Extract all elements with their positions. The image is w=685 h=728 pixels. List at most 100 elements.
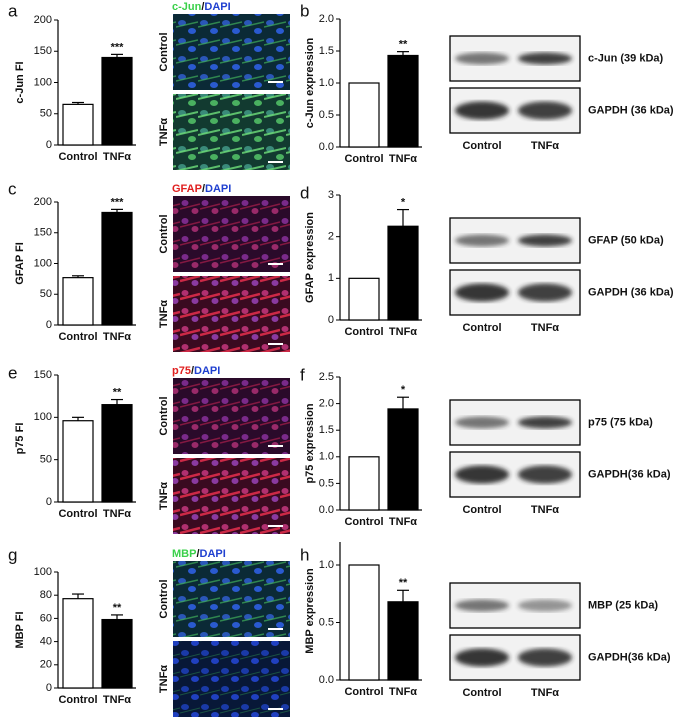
panel-letter: a bbox=[8, 1, 18, 20]
blot-band bbox=[455, 101, 509, 120]
stain-sep: / bbox=[201, 1, 204, 13]
y-tick-label: 0 bbox=[46, 319, 52, 331]
bar bbox=[348, 82, 380, 148]
x-tick-label: Control bbox=[344, 153, 383, 165]
image-label: TNFα bbox=[158, 300, 170, 328]
bar bbox=[348, 456, 380, 511]
band-label: GAPDH(36 kDa) bbox=[588, 468, 671, 480]
panel-letter: h bbox=[300, 545, 309, 564]
y-tick-label: 1.5 bbox=[319, 45, 334, 57]
error-bar bbox=[397, 396, 409, 409]
blot-band bbox=[455, 648, 509, 667]
x-tick-label: Control bbox=[58, 151, 97, 163]
y-tick-label: 0.5 bbox=[319, 616, 334, 628]
micrograph bbox=[173, 276, 290, 352]
bar bbox=[62, 420, 94, 503]
blot-band bbox=[518, 648, 572, 667]
y-axis-label: p75 FI bbox=[14, 423, 26, 455]
panel-letter: e bbox=[8, 363, 17, 382]
error-bar bbox=[397, 589, 409, 602]
x-tick-label: TNFα bbox=[103, 508, 131, 520]
x-tick-label: TNFα bbox=[389, 686, 417, 698]
x-tick-label: Control bbox=[344, 326, 383, 338]
micrograph bbox=[173, 641, 290, 717]
y-tick-label: 2.0 bbox=[319, 13, 334, 25]
stain-marker: p75 bbox=[172, 365, 191, 377]
stain-nuclear: DAPI bbox=[200, 548, 226, 560]
band-label: GAPDH (36 kDa) bbox=[588, 286, 674, 298]
bar bbox=[387, 601, 419, 681]
significance: * bbox=[401, 384, 406, 396]
blot-band bbox=[518, 599, 572, 612]
x-tick-label: TNFα bbox=[103, 331, 131, 343]
micrograph bbox=[173, 378, 290, 454]
image-label: Control bbox=[158, 214, 170, 253]
error-bar bbox=[72, 593, 84, 599]
bar bbox=[387, 408, 419, 511]
y-tick-label: 1.0 bbox=[319, 77, 334, 89]
y-tick-label: 100 bbox=[34, 411, 52, 423]
band-label: c-Jun (39 kDa) bbox=[588, 52, 664, 64]
y-tick-label: 0.5 bbox=[319, 477, 334, 489]
y-axis-label: MBP FI bbox=[14, 611, 26, 648]
bar bbox=[348, 277, 380, 321]
stain-nuclear: DAPI bbox=[205, 183, 231, 195]
stain-nuclear: DAPI bbox=[194, 365, 220, 377]
error-bar bbox=[397, 51, 409, 56]
y-tick-label: 3 bbox=[328, 189, 334, 201]
lane-label: Control bbox=[462, 504, 501, 516]
error-bar bbox=[111, 398, 123, 405]
y-tick-label: 20 bbox=[40, 659, 52, 671]
error-bar bbox=[72, 416, 84, 421]
lane-label: Control bbox=[462, 322, 501, 334]
bar bbox=[348, 564, 380, 681]
band-label: p75 (75 kDa) bbox=[588, 416, 653, 428]
y-tick-label: 50 bbox=[40, 288, 52, 300]
x-tick-label: Control bbox=[58, 508, 97, 520]
panel-letter: c bbox=[8, 179, 17, 198]
micrograph bbox=[173, 561, 290, 637]
y-tick-label: 50 bbox=[40, 108, 52, 120]
lane-label: TNFα bbox=[531, 504, 559, 516]
image-label: TNFα bbox=[158, 482, 170, 510]
bar bbox=[101, 56, 133, 146]
y-tick-label: 50 bbox=[40, 454, 52, 466]
bar bbox=[101, 618, 133, 689]
image-label: Control bbox=[158, 396, 170, 435]
x-tick-label: Control bbox=[344, 686, 383, 698]
y-tick-label: 0 bbox=[46, 682, 52, 694]
y-tick-label: 100 bbox=[34, 76, 52, 88]
blot-band bbox=[455, 234, 509, 247]
blot-band bbox=[518, 101, 572, 120]
error-bar bbox=[72, 101, 84, 105]
lane-label: TNFα bbox=[531, 140, 559, 152]
micrograph bbox=[173, 94, 290, 170]
blot-band bbox=[518, 465, 572, 484]
y-tick-label: 0.0 bbox=[319, 674, 334, 686]
stain-sep: / bbox=[191, 365, 194, 377]
bar bbox=[387, 54, 419, 148]
blot-band bbox=[518, 234, 572, 247]
y-tick-label: 2.5 bbox=[319, 371, 334, 383]
lane-label: Control bbox=[462, 140, 501, 152]
bar bbox=[62, 598, 94, 689]
stain-sep: / bbox=[196, 548, 199, 560]
y-tick-label: 0 bbox=[46, 139, 52, 151]
stain-nuclear: DAPI bbox=[204, 1, 230, 13]
panel-letter: f bbox=[300, 365, 305, 384]
blot-band bbox=[518, 52, 572, 65]
blot-band bbox=[518, 416, 572, 429]
y-axis-label: GFAP expression bbox=[304, 212, 316, 303]
image-label: TNFα bbox=[158, 665, 170, 693]
micrograph bbox=[173, 14, 290, 90]
y-tick-label: 0 bbox=[328, 314, 334, 326]
x-tick-label: TNFα bbox=[103, 151, 131, 163]
error-bar bbox=[111, 53, 123, 58]
x-tick-label: Control bbox=[58, 331, 97, 343]
bar bbox=[101, 211, 133, 326]
significance: *** bbox=[111, 41, 125, 53]
band-label: GAPDH(36 kDa) bbox=[588, 651, 671, 663]
lane-label: Control bbox=[462, 687, 501, 699]
significance: ** bbox=[399, 39, 408, 51]
